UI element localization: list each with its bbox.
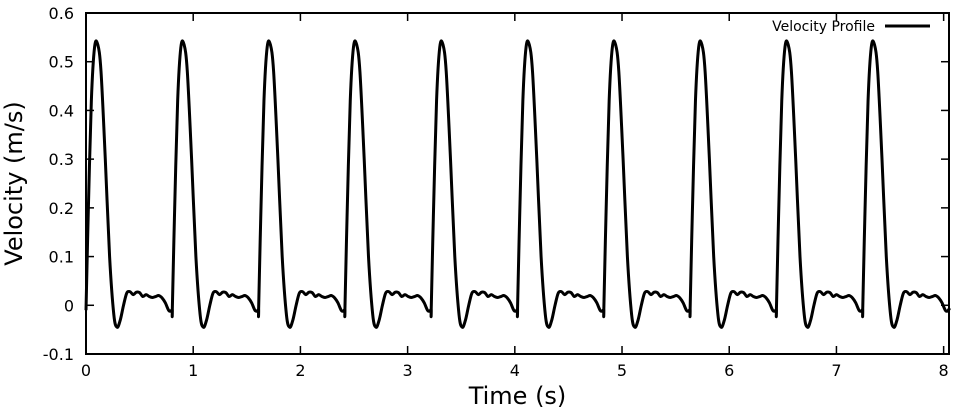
x-tick-label: 7 — [831, 361, 841, 380]
y-tick-label: 0.6 — [49, 4, 74, 23]
legend-label: Velocity Profile — [772, 19, 875, 35]
plot-frame — [85, 12, 950, 355]
velocity-profile-line — [84, 39, 951, 329]
x-axis-title: Time (s) — [468, 382, 567, 410]
x-tick-label: 8 — [939, 361, 949, 380]
legend: Velocity Profile — [772, 19, 930, 35]
x-tick-label: 0 — [81, 361, 91, 380]
x-tick-label: 2 — [295, 361, 305, 380]
y-tick-label: 0.3 — [49, 150, 74, 169]
series-layer — [84, 39, 951, 329]
ticks-layer: 0 1 2 3 4 5 6 7 8 -0.1 0 0.1 0.2 0.3 0.4 0.5 0.6 — [43, 4, 949, 380]
x-tick-label: 1 — [188, 361, 198, 380]
x-tick-label: 4 — [510, 361, 520, 380]
y-tick-label: 0.1 — [49, 248, 74, 267]
x-tick-label: 3 — [403, 361, 413, 380]
y-tick-label: 0.2 — [49, 199, 74, 218]
y-axis-title: Velocity (m/s) — [0, 101, 28, 265]
x-tick-label: 5 — [617, 361, 627, 380]
y-tick-label: -0.1 — [43, 345, 74, 364]
y-tick-label: 0 — [64, 296, 74, 315]
x-tick-label: 6 — [724, 361, 734, 380]
y-tick-label: 0.4 — [49, 101, 74, 120]
y-tick-label: 0.5 — [49, 53, 74, 72]
